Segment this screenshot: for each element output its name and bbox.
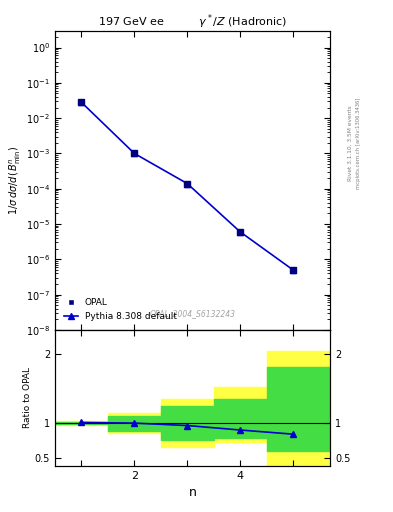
Legend: OPAL, Pythia 8.308 default: OPAL, Pythia 8.308 default bbox=[59, 294, 181, 326]
Text: Rivet 3.1.10, 3.5M events: Rivet 3.1.10, 3.5M events bbox=[348, 105, 353, 181]
Y-axis label: Ratio to OPAL: Ratio to OPAL bbox=[23, 368, 32, 429]
Text: mcplots.cern.ch [arXiv:1306.3436]: mcplots.cern.ch [arXiv:1306.3436] bbox=[356, 98, 361, 189]
Title: 197 GeV ee          $\gamma^*/Z$ (Hadronic): 197 GeV ee $\gamma^*/Z$ (Hadronic) bbox=[98, 12, 287, 31]
Y-axis label: $1/\sigma\,d\sigma/d(\,B^n_{\rm min})$: $1/\sigma\,d\sigma/d(\,B^n_{\rm min})$ bbox=[8, 146, 23, 215]
Text: OPAL_2004_S6132243: OPAL_2004_S6132243 bbox=[150, 309, 235, 318]
X-axis label: n: n bbox=[189, 486, 196, 499]
